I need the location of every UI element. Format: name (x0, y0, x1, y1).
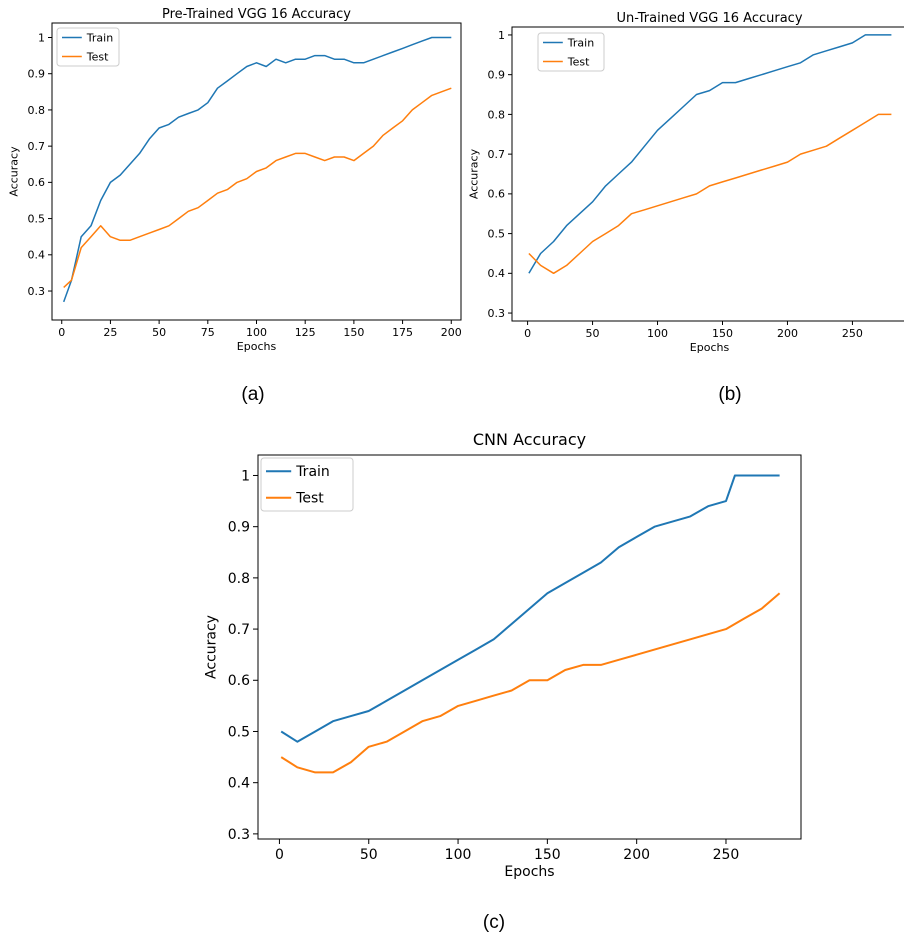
y-tick-label: 1 (498, 29, 505, 42)
legend: Train Test (260, 457, 354, 512)
plot-frame (257, 454, 802, 840)
y-tick-label: 0.7 (228, 622, 250, 638)
x-tick-label: 150 (534, 847, 561, 863)
x-tick-label: 100 (246, 326, 267, 339)
chart-panel-1: Pre-Trained VGG 16 Accuracy 0 25 50 75 100 125… (8, 7, 462, 405)
y-tick-label: 0.9 (228, 520, 250, 536)
legend-label-test: Test (567, 55, 590, 68)
y-tick-label: 0.4 (228, 776, 250, 792)
y-tick-label: 0.3 (228, 827, 250, 843)
x-tick-label: 75 (201, 326, 215, 339)
series-line-train (528, 34, 892, 274)
panel-caption: (a) (241, 384, 264, 405)
y-axis-label: Accuracy (468, 148, 481, 199)
x-tick-label: 250 (842, 327, 863, 340)
x-tick-label: 100 (647, 327, 668, 340)
plot-frame (511, 26, 904, 322)
y-axis-label: Accuracy (203, 615, 219, 679)
series-line-test (63, 87, 452, 288)
x-tick-label: 50 (152, 326, 166, 339)
chart-panel-2: Un-Trained VGG 16 Accuracy 0 50 100 150 200 25… (468, 11, 904, 405)
chart-title: CNN Accuracy (473, 430, 586, 449)
panel-caption: (b) (718, 384, 741, 405)
legend: Train Test (56, 27, 120, 67)
panel-caption: (c) (483, 912, 505, 933)
y-tick-label: 0.4 (488, 267, 506, 280)
chart-title: Pre-Trained VGG 16 Accuracy (162, 7, 351, 22)
y-tick-label: 0.8 (228, 571, 250, 587)
legend: Train Test (537, 32, 605, 72)
x-tick-label: 100 (445, 847, 472, 863)
x-tick-label: 200 (777, 327, 798, 340)
legend-label-test: Test (86, 50, 109, 63)
x-tick-label: 0 (524, 327, 531, 340)
series-line-train (62, 36, 452, 303)
y-tick-label: 0.4 (28, 249, 46, 262)
x-tick-label: 50 (360, 847, 378, 863)
x-tick-label: 200 (623, 847, 650, 863)
y-tick-label: 0.3 (488, 307, 506, 320)
y-tick-label: 0.9 (28, 68, 46, 81)
x-tick-label: 125 (295, 326, 316, 339)
y-axis-label: Accuracy (8, 146, 21, 197)
legend-label-train: Train (295, 464, 330, 480)
series-line-train (280, 474, 780, 743)
x-tick-label: 25 (103, 326, 117, 339)
x-tick-label: 0 (58, 326, 65, 339)
legend-label-train: Train (86, 31, 113, 44)
y-tick-label: 0.3 (28, 285, 46, 298)
y-tick-label: 0.5 (488, 227, 506, 240)
x-tick-label: 175 (392, 326, 413, 339)
x-axis-label: Epochs (690, 341, 730, 354)
series-line-test (528, 113, 892, 275)
x-tick-label: 200 (441, 326, 462, 339)
y-tick-label: 1 (241, 468, 250, 484)
y-tick-label: 0.6 (28, 176, 46, 189)
series-line-test (280, 592, 781, 774)
y-tick-label: 0.7 (28, 140, 46, 153)
y-tick-label: 0.8 (488, 108, 506, 121)
x-tick-label: 0 (275, 847, 284, 863)
x-axis-label: Epochs (504, 864, 554, 880)
y-tick-label: 0.5 (28, 212, 46, 225)
y-tick-label: 1 (38, 31, 45, 44)
x-tick-label: 50 (586, 327, 600, 340)
legend-label-test: Test (295, 491, 324, 507)
y-tick-label: 0.9 (488, 69, 506, 82)
chart-title: Un-Trained VGG 16 Accuracy (616, 11, 802, 26)
x-tick-label: 150 (343, 326, 364, 339)
chart-panel-3: CNN Accuracy 0 50 100 150 200 250 0.3 0.4 0.5 0.6 0… (203, 430, 802, 933)
x-axis-label: Epochs (237, 340, 277, 353)
x-tick-label: 250 (713, 847, 740, 863)
y-tick-label: 0.6 (488, 188, 506, 201)
y-tick-label: 0.6 (228, 673, 250, 689)
y-tick-label: 0.5 (228, 724, 250, 740)
y-tick-label: 0.7 (488, 148, 506, 161)
legend-label-train: Train (567, 36, 594, 49)
y-tick-label: 0.8 (28, 104, 46, 117)
x-tick-label: 150 (712, 327, 733, 340)
